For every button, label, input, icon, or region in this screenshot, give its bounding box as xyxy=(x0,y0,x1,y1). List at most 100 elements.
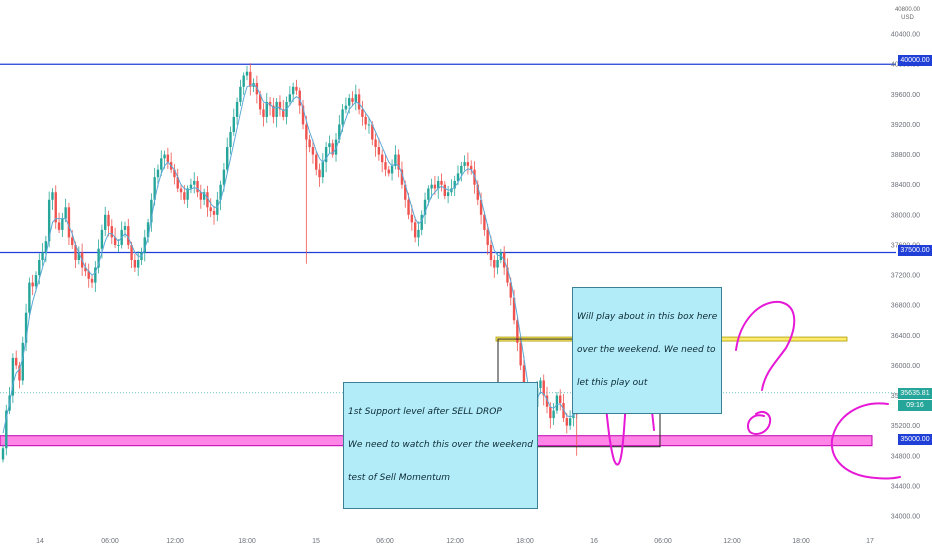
candle-body-54 xyxy=(179,188,183,193)
candle-body-88 xyxy=(291,86,295,95)
candle-body-153 xyxy=(506,267,509,283)
candle-body-135 xyxy=(446,192,450,196)
candle-body-169 xyxy=(559,395,562,404)
candle-body-86 xyxy=(285,101,288,117)
candle-body-140 xyxy=(463,162,466,166)
candle-body-108 xyxy=(357,94,361,110)
x-tick-label-1: 06:00 xyxy=(101,538,119,545)
question-mark-drawing xyxy=(735,300,796,391)
candle-body-117 xyxy=(387,169,390,174)
candle-body-3 xyxy=(11,357,15,396)
candle-body-62 xyxy=(206,192,209,208)
x-tick-label-4: 15 xyxy=(312,538,320,545)
candle-body-164 xyxy=(542,380,545,396)
candle-body-46 xyxy=(153,177,156,200)
candle-body-55 xyxy=(183,192,186,200)
candle-body-93 xyxy=(308,139,311,148)
candle-body-163 xyxy=(539,380,542,388)
candle-body-60 xyxy=(199,192,203,200)
candle-body-139 xyxy=(460,165,463,174)
candle-body-105 xyxy=(348,98,351,106)
support-annotation[interactable]: 1st Support level after SELL DROP We nee… xyxy=(343,382,538,509)
candle-body-90 xyxy=(298,90,301,106)
y-tick-label-12: 38800.00 xyxy=(891,152,920,159)
candle-body-130 xyxy=(430,184,433,189)
y-tick-label-14: 39600.00 xyxy=(891,92,920,99)
candle-body-104 xyxy=(344,105,348,110)
candle-body-106 xyxy=(351,98,354,102)
candle-body-1 xyxy=(5,410,8,449)
candle-body-134 xyxy=(443,184,447,196)
y-tick-label-1: 34400.00 xyxy=(891,483,920,490)
candle-body-25 xyxy=(84,267,87,272)
support-annotation-line-1: 1st Support level after SELL DROP xyxy=(348,407,502,417)
candle-body-111 xyxy=(367,124,371,126)
candle-body-99 xyxy=(328,143,331,148)
candle-body-66 xyxy=(219,184,222,200)
candle-body-37 xyxy=(123,226,127,230)
candle-body-141 xyxy=(466,162,470,166)
candle-body-11 xyxy=(38,260,41,276)
candle-body-31 xyxy=(104,214,107,230)
candle-body-9 xyxy=(31,282,34,287)
candle-body-73 xyxy=(242,75,245,87)
candle-body-119 xyxy=(394,154,397,166)
y-tick-label-16: 40400.00 xyxy=(891,32,920,39)
candle-body-71 xyxy=(235,101,239,117)
candle-body-41 xyxy=(136,260,140,268)
price-axis: 34000.0034400.0034800.0035200.0035600.00… xyxy=(891,32,920,521)
candle-body-122 xyxy=(404,184,407,200)
candle-body-5 xyxy=(18,365,21,381)
candle-body-123 xyxy=(407,199,410,215)
y-tick-label-5: 36000.00 xyxy=(891,363,920,370)
price-tag-40000: 40000.00 xyxy=(898,55,932,66)
candle-body-124 xyxy=(410,214,414,223)
candle-body-80 xyxy=(265,101,268,117)
candle-body-18 xyxy=(61,218,64,230)
candle-body-4 xyxy=(14,357,18,366)
candle-body-32 xyxy=(107,214,110,227)
candle-body-20 xyxy=(67,207,71,238)
currency-code: USD xyxy=(901,15,914,21)
candle-body-10 xyxy=(34,275,38,287)
candle-body-113 xyxy=(374,139,377,148)
candle-body-74 xyxy=(245,71,249,76)
x-tick-label-5: 06:00 xyxy=(376,538,394,545)
candle-body-68 xyxy=(226,147,229,170)
candle-body-0 xyxy=(1,448,5,460)
candle-body-102 xyxy=(338,124,341,140)
box-annotation-line-3: let this play out xyxy=(577,378,648,388)
candle-body-45 xyxy=(150,199,153,223)
candle-body-110 xyxy=(364,116,367,125)
price-tag-35000: 35000.00 xyxy=(898,434,932,445)
candle-body-44 xyxy=(146,222,150,238)
question-dot-drawing xyxy=(746,410,772,436)
candle-body-98 xyxy=(324,147,328,163)
candle-body-58 xyxy=(193,180,196,185)
candle-body-132 xyxy=(437,180,440,189)
candle-body-15 xyxy=(51,192,54,200)
candle-body-8 xyxy=(28,282,31,313)
candle-body-38 xyxy=(127,226,130,245)
box-annotation[interactable]: Will play about in this box here over th… xyxy=(572,287,723,414)
candle-body-17 xyxy=(57,222,61,230)
candle-body-13 xyxy=(44,241,48,253)
candle-body-29 xyxy=(97,248,100,268)
candle-body-157 xyxy=(519,342,522,366)
time-axis: 14 06:00 12:00 18:00 15 06:00 12:00 18:00 16 06:0… xyxy=(36,538,874,545)
candle-body-26 xyxy=(87,271,90,279)
candle-body-40 xyxy=(133,260,137,268)
candle-body-112 xyxy=(371,124,374,140)
candle-body-77 xyxy=(255,83,259,95)
candle-body-49 xyxy=(163,154,166,159)
x-tick-label-9: 06:00 xyxy=(654,538,672,545)
y-tick-label-8: 37200.00 xyxy=(891,273,920,280)
candle-body-23 xyxy=(77,252,81,260)
candle-body-116 xyxy=(384,162,387,170)
candle-body-48 xyxy=(160,158,163,170)
countdown-tag: 09:16 xyxy=(898,400,932,411)
y-tick-label-3: 35200.00 xyxy=(891,423,920,430)
candle-body-128 xyxy=(423,199,427,215)
moving-average xyxy=(2,84,581,434)
